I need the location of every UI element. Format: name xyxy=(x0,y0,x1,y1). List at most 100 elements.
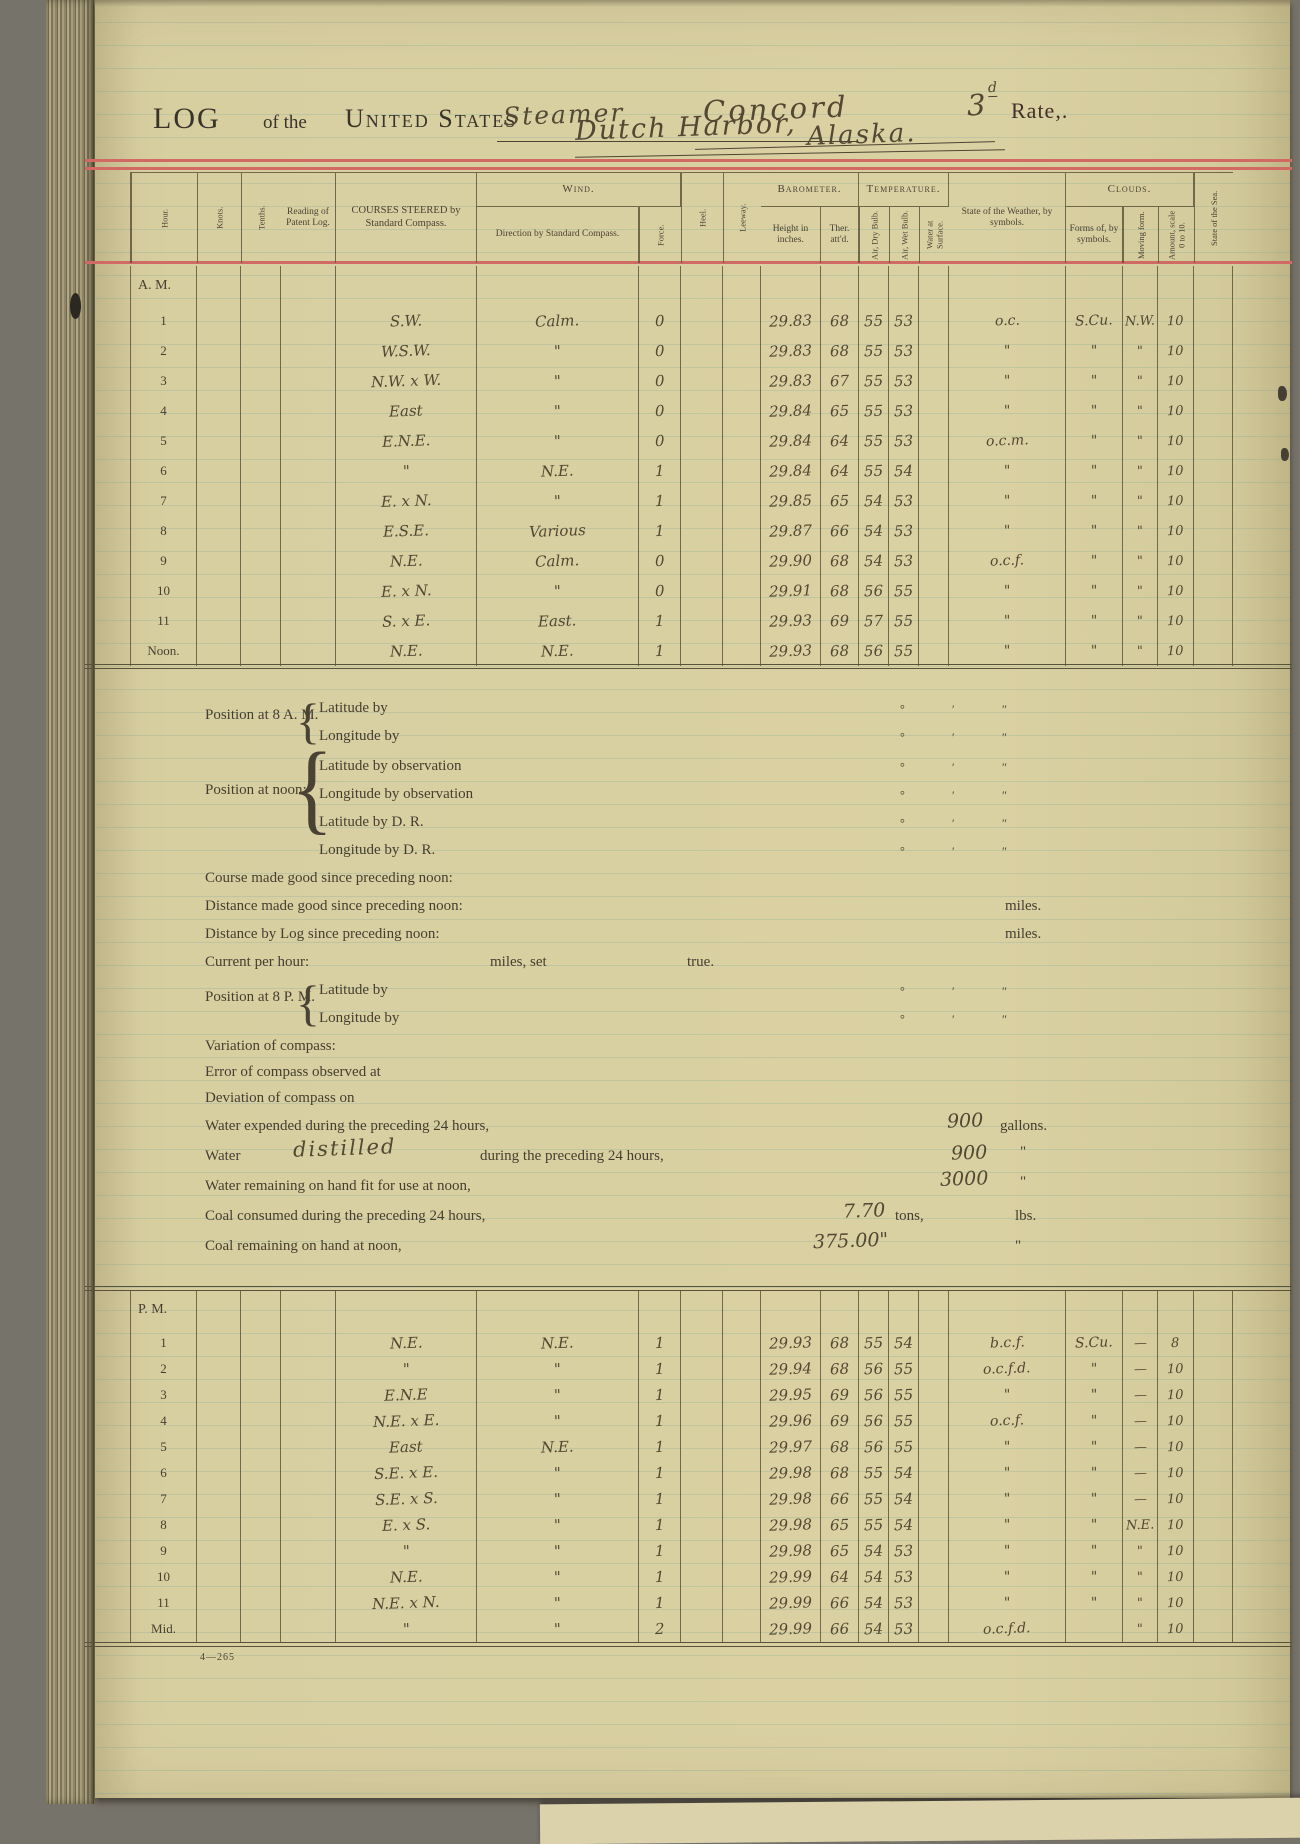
header-hour: Hour. xyxy=(131,173,197,263)
pm-period-label-cell xyxy=(241,1290,281,1330)
am-row6-moving: " xyxy=(1123,456,1158,486)
pm-row8-wet: 54 xyxy=(889,1512,919,1538)
am-row10-leeway xyxy=(723,576,761,606)
pm-row1-wet: 54 xyxy=(889,1330,919,1356)
pm-row5-moving: — xyxy=(1123,1434,1158,1460)
am-period-label-cell xyxy=(197,266,241,306)
pm-row2-heel xyxy=(681,1356,723,1382)
page-title-log: LOG xyxy=(153,102,221,135)
am-row5-direction: " xyxy=(477,426,639,456)
next-page-edge xyxy=(539,1797,1300,1844)
deg-mark: ° xyxy=(900,816,905,830)
am-row1-force: 0 xyxy=(639,306,681,336)
am-row12-direction: N.E. xyxy=(477,636,639,666)
water-remaining-value: 3000 xyxy=(939,1167,989,1191)
am-row6-force: 1 xyxy=(639,456,681,486)
am-row4-moving: " xyxy=(1123,396,1158,426)
am-row1-dry: 55 xyxy=(859,306,889,336)
am-row2-weather: " xyxy=(949,336,1066,366)
pm-row2-forms: " xyxy=(1066,1356,1123,1382)
pm-row11-dry: 54 xyxy=(859,1590,889,1616)
am-row2-dry: 55 xyxy=(859,336,889,366)
am-period-label-cell xyxy=(336,266,477,306)
pm-row2-weather: o.c.f.d. xyxy=(949,1356,1066,1382)
am-row9-direction: Calm. xyxy=(477,546,639,576)
pm-row9-water xyxy=(919,1538,949,1564)
pm-row1-dry: 55 xyxy=(859,1330,889,1356)
pm-period-label-cell xyxy=(889,1290,919,1330)
am-row4-leeway xyxy=(723,396,761,426)
coal-consumed-lbs: lbs. xyxy=(1015,1208,1037,1224)
am-row4-direction: " xyxy=(477,396,639,426)
pm-row6-weather: " xyxy=(949,1460,1066,1486)
am-row5-water xyxy=(919,426,949,456)
form-number: 4—265 xyxy=(200,1652,235,1663)
pm-row11-direction: " xyxy=(477,1590,639,1616)
pm-row11-force: 1 xyxy=(639,1590,681,1616)
am-row12-wet: 55 xyxy=(889,636,919,666)
pm-row3-forms: " xyxy=(1066,1382,1123,1408)
am-row5-courses: E.N.E. xyxy=(336,426,477,456)
am-row5-moving: " xyxy=(1123,426,1158,456)
pm-period-label-cell xyxy=(639,1290,681,1330)
pm-row8-knots xyxy=(197,1512,241,1538)
am-period-label-cell xyxy=(241,266,281,306)
pm-row1-weather: b.c.f. xyxy=(949,1330,1066,1356)
pm-row7-wet: 54 xyxy=(889,1486,919,1512)
pm-row7-height: 29.98 xyxy=(761,1486,821,1512)
pm-row11-tenths xyxy=(241,1590,281,1616)
pm-row3-moving: — xyxy=(1123,1382,1158,1408)
am-row3-tenths xyxy=(241,366,281,396)
pm-row2-ther: 68 xyxy=(821,1356,859,1382)
am-row9-height: 29.90 xyxy=(761,546,821,576)
am-row1-amount: 10 xyxy=(1158,306,1194,336)
am-row7-sea xyxy=(1194,486,1233,516)
pm-row5-heel xyxy=(681,1434,723,1460)
pm-row7-ther: 66 xyxy=(821,1486,859,1512)
pm-row7-courses: S.E. x S. xyxy=(336,1486,477,1512)
am-row4-amount: 10 xyxy=(1158,396,1194,426)
water-expended-label: Water expended during the preceding 24 h… xyxy=(205,1118,490,1134)
pm-table-bottom-rule-1 xyxy=(85,1642,1292,1643)
am-row10-force: 0 xyxy=(639,576,681,606)
am-row1-courses: S.W. xyxy=(336,306,477,336)
water-remaining-unit: " xyxy=(1020,1174,1027,1190)
am-row11-hour: 11 xyxy=(131,606,197,636)
coal-remaining-value: 375.00" xyxy=(812,1228,889,1254)
page-title-of-the: of the xyxy=(263,112,307,133)
position-8pm-label: Position at 8 P. M. xyxy=(205,989,316,1005)
am-row7-weather: " xyxy=(949,486,1066,516)
am-period-label-cell xyxy=(859,266,889,306)
pm-row12-weather: o.c.f.d. xyxy=(949,1616,1066,1642)
am-row12-knots xyxy=(197,636,241,666)
pm-row5-height: 29.97 xyxy=(761,1434,821,1460)
pm-row7-leeway xyxy=(723,1486,761,1512)
lon-8am-line: Longitude by xyxy=(319,728,400,744)
distance-made-good-label: Distance made good since preceding noon: xyxy=(205,898,463,914)
pm-row12-patent xyxy=(281,1616,336,1642)
pm-row1-height: 29.93 xyxy=(761,1330,821,1356)
paper-edge-speck xyxy=(1281,448,1289,461)
log-page-paper: LOG of the United States Steamer Concord… xyxy=(85,0,1292,1798)
am-row8-hour: 8 xyxy=(131,516,197,546)
am-row3-forms: " xyxy=(1066,366,1123,396)
pm-row3-leeway xyxy=(723,1382,761,1408)
water-remaining-label: Water remaining on hand fit for use at n… xyxy=(205,1178,471,1194)
sec-mark: ″ xyxy=(1002,844,1007,858)
pm-row2-direction: " xyxy=(477,1356,639,1382)
am-row3-sea xyxy=(1194,366,1233,396)
pm-row2-water xyxy=(919,1356,949,1382)
am-row3-knots xyxy=(197,366,241,396)
am-row11-amount: 10 xyxy=(1158,606,1194,636)
am-row12-sea xyxy=(1194,636,1233,666)
coal-remaining-label: Coal remaining on hand at noon, xyxy=(205,1238,402,1254)
am-row8-water xyxy=(919,516,949,546)
am-row2-amount: 10 xyxy=(1158,336,1194,366)
am-row2-forms: " xyxy=(1066,336,1123,366)
am-row4-courses: East xyxy=(336,396,477,426)
pm-row2-patent xyxy=(281,1356,336,1382)
pm-row10-wet: 53 xyxy=(889,1564,919,1590)
pm-period-label-cell xyxy=(723,1290,761,1330)
pm-row4-force: 1 xyxy=(639,1408,681,1434)
am-row6-tenths xyxy=(241,456,281,486)
